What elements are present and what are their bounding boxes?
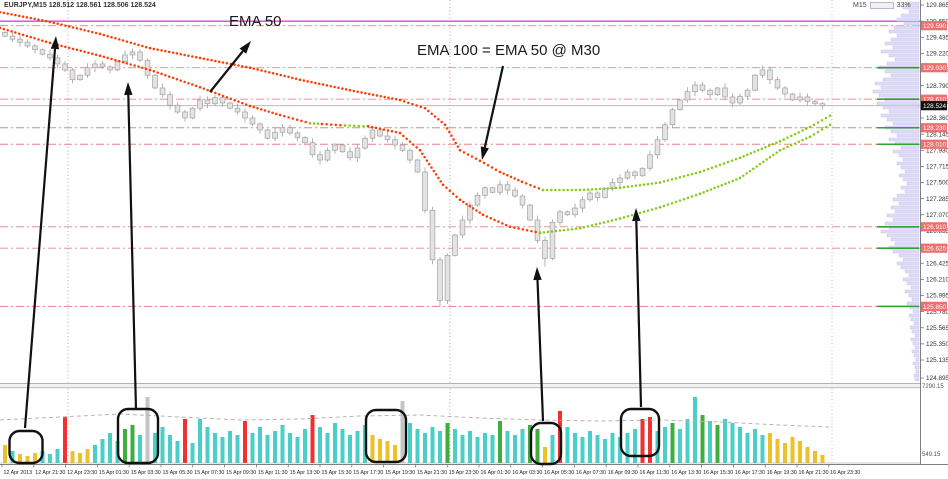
svg-text:12 Apr 21:30: 12 Apr 21:30 [35,470,65,476]
price-axis[interactable]: 129.865129.650129.435129.220129.005128.7… [920,0,948,479]
svg-text:126.210: 126.210 [926,277,948,284]
svg-text:15 Apr 05:30: 15 Apr 05:30 [163,470,193,476]
percent-readout: 33% [896,2,911,9]
ema50-annotation-text: EMA 50 [229,13,282,30]
svg-text:125.565: 125.565 [926,325,948,332]
svg-text:129.030: 129.030 [923,65,947,72]
svg-text:128.790: 128.790 [926,83,948,90]
svg-text:16 Apr 13:30: 16 Apr 13:30 [671,470,701,476]
candlestick-series[interactable] [2,31,826,306]
support-resistance-segments [877,66,919,308]
svg-text:127.285: 127.285 [926,196,948,203]
symbol-title: EURJPY,M15 128.512 128.561 128.506 128.5… [4,2,156,9]
volume-scale-max: 7290.15 [922,384,944,390]
volume-histogram[interactable] [0,397,920,464]
svg-text:126.425: 126.425 [926,260,948,267]
svg-text:12 Apr 23:30: 12 Apr 23:30 [67,470,97,476]
svg-text:128.360: 128.360 [926,115,948,122]
svg-text:16 Apr 09:30: 16 Apr 09:30 [608,470,638,476]
svg-text:15 Apr 11:30: 15 Apr 11:30 [258,470,288,476]
svg-text:129.590: 129.590 [923,23,947,30]
svg-text:127.500: 127.500 [926,180,948,187]
svg-text:16 Apr 03:30: 16 Apr 03:30 [512,470,542,476]
svg-text:124.895: 124.895 [926,375,948,382]
svg-text:16 Apr 01:30: 16 Apr 01:30 [481,470,511,476]
svg-text:16 Apr 05:30: 16 Apr 05:30 [544,470,574,476]
svg-text:126.625: 126.625 [923,246,947,253]
svg-text:15 Apr 09:30: 15 Apr 09:30 [226,470,256,476]
timeframe-badge: M15 [853,2,867,9]
indicator-status: M15 33% [853,2,911,9]
svg-text:128.145: 128.145 [926,131,948,138]
pane-separator[interactable] [0,383,948,389]
svg-text:15 Apr 13:30: 15 Apr 13:30 [290,470,320,476]
volume-scale-min: 549.15 [922,452,941,458]
ema-indicator-lines [0,10,832,235]
svg-text:16 Apr 17:30: 16 Apr 17:30 [735,470,765,476]
progress-meter [869,2,894,9]
svg-text:127.070: 127.070 [926,212,948,219]
svg-text:16 Apr 23:30: 16 Apr 23:30 [830,470,860,476]
volume-profile-layer [872,1,920,382]
ema100-annotation-text: EMA 100 = EMA 50 @ M30 [417,42,601,59]
svg-text:15 Apr 21:30: 15 Apr 21:30 [417,470,447,476]
svg-text:15 Apr 01:30: 15 Apr 01:30 [99,470,129,476]
svg-text:129.865: 129.865 [926,2,948,9]
svg-text:128.610: 128.610 [923,97,947,104]
svg-text:16 Apr 21:30: 16 Apr 21:30 [799,470,829,476]
svg-text:125.350: 125.350 [926,341,948,348]
svg-text:128.524: 128.524 [923,103,947,110]
svg-text:15 Apr 03:30: 15 Apr 03:30 [131,470,161,476]
svg-text:125.850: 125.850 [923,304,947,311]
svg-text:129.220: 129.220 [926,51,948,58]
svg-text:128.230: 128.230 [923,125,947,132]
svg-text:15 Apr 19:30: 15 Apr 19:30 [385,470,415,476]
time-axis[interactable]: 12 Apr 2013 12 Apr 21:30 12 Apr 23:30 15 Ap… [0,464,948,479]
svg-text:16 Apr 15:30: 16 Apr 15:30 [703,470,733,476]
svg-text:16 Apr 07:30: 16 Apr 07:30 [576,470,606,476]
svg-text:128.010: 128.010 [923,142,947,149]
svg-text:126.910: 126.910 [923,224,947,231]
svg-text:125.995: 125.995 [926,293,948,300]
svg-text:127.930: 127.930 [926,147,948,154]
svg-text:15 Apr 15:30: 15 Apr 15:30 [322,470,352,476]
svg-text:12 Apr 2013: 12 Apr 2013 [4,470,33,476]
svg-text:125.135: 125.135 [926,357,948,364]
svg-text:127.715: 127.715 [926,164,948,171]
svg-text:125.780: 125.780 [926,309,948,316]
drawn-annotations [8,36,661,466]
svg-text:16 Apr 19:30: 16 Apr 19:30 [767,470,797,476]
svg-text:126.855: 126.855 [926,228,948,235]
svg-text:129.435: 129.435 [926,35,948,42]
svg-text:15 Apr 07:30: 15 Apr 07:30 [194,470,224,476]
svg-text:16 Apr 11:30: 16 Apr 11:30 [640,470,670,476]
svg-text:15 Apr 17:30: 15 Apr 17:30 [353,470,383,476]
svg-text:15 Apr 23:30: 15 Apr 23:30 [449,470,479,476]
